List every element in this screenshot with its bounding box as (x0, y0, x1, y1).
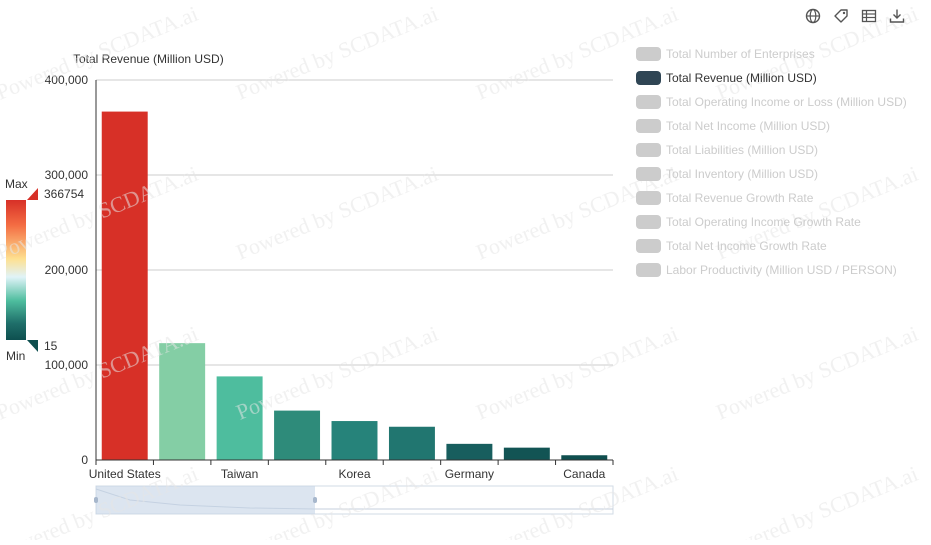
legend-label: Total Net Income Growth Rate (666, 239, 827, 253)
x-tick-label: Korea (338, 467, 370, 481)
legend-label: Labor Productivity (Million USD / PERSON… (666, 263, 897, 277)
legend-swatch (636, 95, 661, 109)
data-zoom-window[interactable] (96, 486, 315, 514)
legend-swatch (636, 119, 661, 133)
legend-item[interactable]: Total Revenue Growth Rate (636, 186, 907, 210)
legend-swatch (636, 143, 661, 157)
visual-map-min-label: Min (6, 349, 25, 363)
y-axis-title: Total Revenue (Million USD) (73, 52, 224, 66)
globe-icon[interactable] (803, 6, 823, 26)
y-tick-label: 100,000 (45, 358, 89, 372)
legend-item[interactable]: Total Net Income Growth Rate (636, 234, 907, 258)
bar[interactable] (216, 376, 263, 460)
legend-swatch (636, 191, 661, 205)
data-view-icon[interactable] (859, 6, 879, 26)
visual-map-min-handle[interactable] (27, 340, 38, 352)
visual-map[interactable]: Max 366754 15 Min (5, 177, 84, 363)
legend-label: Total Number of Enterprises (666, 47, 815, 61)
visual-map-max-value: 366754 (44, 187, 84, 201)
toolbox (803, 6, 907, 26)
data-zoom-left-handle[interactable] (94, 497, 98, 503)
legend-item[interactable]: Total Operating Income Growth Rate (636, 210, 907, 234)
legend-label: Total Operating Income Growth Rate (666, 215, 861, 229)
bar[interactable] (446, 443, 493, 460)
bar[interactable] (101, 111, 148, 460)
legend-swatch (636, 239, 661, 253)
legend-item[interactable]: Total Operating Income or Loss (Million … (636, 90, 907, 114)
legend-swatch (636, 71, 661, 85)
visual-map-max-handle[interactable] (27, 188, 38, 200)
y-tick-label: 200,000 (45, 263, 89, 277)
bar[interactable] (159, 343, 206, 460)
bar[interactable] (503, 447, 550, 460)
bar[interactable] (331, 421, 378, 460)
legend-label: Total Net Income (Million USD) (666, 119, 831, 133)
visual-map-max-label: Max (5, 177, 28, 191)
bar[interactable] (561, 455, 608, 460)
legend-label: Total Operating Income or Loss (Million … (666, 95, 907, 109)
grid-lines (96, 79, 613, 366)
legend-label: Total Revenue (Million USD) (666, 71, 817, 85)
legend: Total Number of Enterprises Total Revenue… (636, 42, 907, 282)
data-zoom-right-handle[interactable] (313, 497, 317, 503)
legend-item[interactable]: Total Revenue (Million USD) (636, 66, 907, 90)
download-icon[interactable] (887, 6, 907, 26)
legend-item[interactable]: Total Inventory (Million USD) (636, 162, 907, 186)
x-tick-label: Taiwan (221, 467, 258, 481)
bar[interactable] (274, 410, 321, 460)
tag-icon[interactable] (831, 6, 851, 26)
x-tick-label: Canada (563, 467, 605, 481)
legend-item[interactable]: Labor Productivity (Million USD / PERSON… (636, 258, 907, 282)
data-zoom-slider[interactable] (94, 485, 614, 515)
y-tick-label: 0 (81, 453, 88, 467)
legend-swatch (636, 215, 661, 229)
legend-item[interactable]: Total Liabilities (Million USD) (636, 138, 907, 162)
legend-swatch (636, 167, 661, 181)
x-tick-label: Germany (445, 467, 494, 481)
bar-series (101, 111, 608, 460)
x-tick-label: United States (89, 467, 161, 481)
legend-label: Total Revenue Growth Rate (666, 191, 814, 205)
y-tick-label: 400,000 (45, 73, 89, 87)
legend-label: Total Inventory (Million USD) (666, 167, 819, 181)
x-axis: United States Taiwan Korea Germany Canada (89, 459, 614, 481)
visual-map-gradient-bar[interactable] (6, 200, 26, 340)
visual-map-min-value: 15 (44, 339, 58, 353)
bar[interactable] (388, 426, 435, 460)
y-axis-ticks: 0 100,000 200,000 300,000 400,000 (45, 73, 97, 467)
legend-item[interactable]: Total Number of Enterprises (636, 42, 907, 66)
y-tick-label: 300,000 (45, 168, 89, 182)
legend-item[interactable]: Total Net Income (Million USD) (636, 114, 907, 138)
legend-swatch (636, 263, 661, 277)
legend-label: Total Liabilities (Million USD) (666, 143, 819, 157)
legend-swatch (636, 47, 661, 61)
